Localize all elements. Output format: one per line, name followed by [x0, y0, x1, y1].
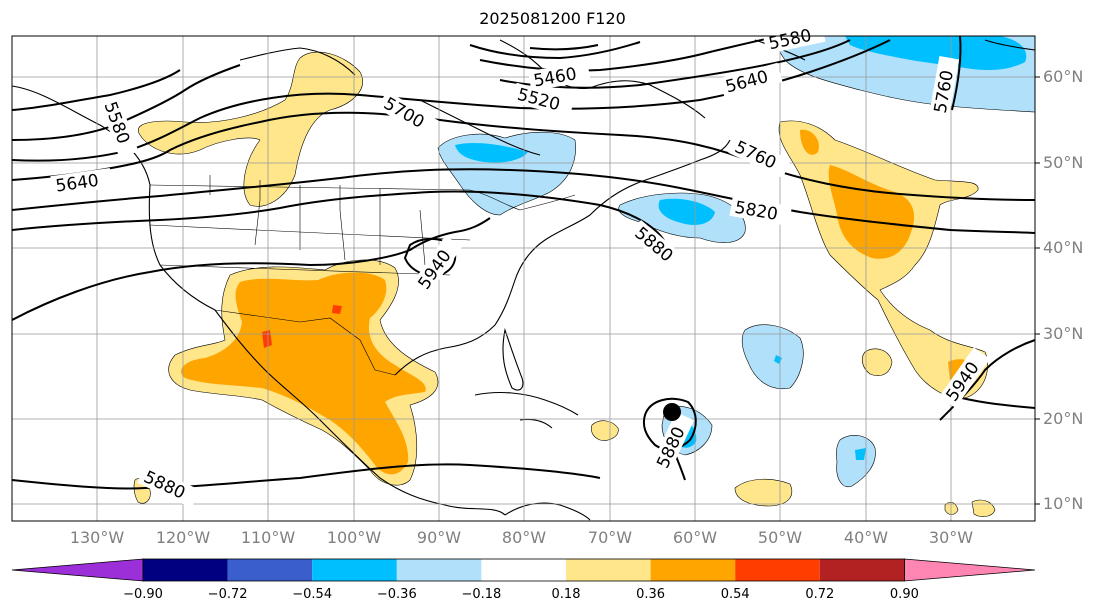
lat-label: 60°N: [1043, 67, 1084, 86]
colorbar-tick-label: −0.36: [376, 587, 417, 602]
map-title: 2025081200 F120: [479, 9, 626, 28]
strong-positive-anomaly-region: [800, 129, 819, 155]
lon-label: 30°W: [928, 528, 974, 547]
strong-negative-anomaly-region: [455, 142, 528, 163]
lon-label: 90°W: [416, 528, 462, 547]
colorbar-extend-low: [11, 558, 144, 582]
colorbar-segment: [396, 559, 482, 581]
colorbar-tick-label: −0.18: [461, 587, 502, 602]
lon-label: 120°W: [155, 528, 211, 547]
positive-anomaly-region: [590, 420, 619, 441]
contour-5520: [469, 41, 641, 60]
colorbar: [11, 558, 1036, 582]
contour-5460: [529, 44, 599, 51]
colorbar-extend-high: [904, 558, 1036, 582]
contour-5640: [11, 39, 851, 141]
lat-label: 50°N: [1043, 153, 1084, 172]
contour-5760-east: [951, 35, 962, 111]
positive-anomaly-region: [861, 348, 893, 376]
colorbar-tick-label: −0.54: [292, 587, 333, 602]
colorbar-tick-label: −0.72: [207, 587, 248, 602]
lat-label: 40°N: [1043, 238, 1084, 257]
strong-negative-anomaly-region: [855, 448, 866, 460]
map-frame: [11, 35, 1036, 522]
colorbar-tick-label: 0.54: [720, 587, 750, 602]
contour-5880-mid: [11, 190, 676, 273]
colorbar-tick-label: 0.90: [889, 587, 919, 602]
colorbar-segment: [143, 559, 228, 581]
contour-5580: [11, 35, 781, 111]
lon-label: 60°W: [672, 528, 718, 547]
strong-negative-anomaly-region: [845, 36, 1027, 70]
contour-5940-west: [11, 217, 491, 321]
contour-5760: [11, 111, 1036, 201]
colorbar-segment: [819, 559, 905, 581]
lat-label: 10°N: [1043, 494, 1084, 513]
colorbar-tick-label: 0.72: [805, 587, 835, 602]
lon-label: 80°W: [501, 528, 547, 547]
colorbar-tick-label: 0.18: [551, 587, 581, 602]
colorbar-tick-label: −0.90: [123, 587, 163, 602]
height-contours: [11, 35, 1036, 490]
lon-label: 50°W: [757, 528, 803, 547]
high-positive-anomaly-spot: [262, 330, 272, 348]
contour-5820: [11, 168, 1036, 234]
contour-storm-ring: [642, 397, 697, 451]
country-borders: [149, 175, 576, 376]
lon-label: 100°W: [326, 528, 382, 547]
lon-label: 110°W: [240, 528, 296, 547]
lat-label: 30°N: [1043, 324, 1084, 343]
colorbar-segment: [735, 559, 820, 581]
positive-anomaly-region: [137, 51, 363, 207]
lat-label: 20°N: [1043, 409, 1084, 428]
colorbar-segment: [227, 559, 313, 581]
contour-5940-lake: [403, 237, 457, 277]
colorbar-segment: [312, 559, 397, 581]
colorbar-segment: [481, 559, 566, 581]
positive-anomaly-region: [944, 501, 959, 515]
colorbar-segment: [566, 559, 651, 581]
negative-anomaly-region: [741, 324, 804, 390]
strong-positive-anomaly-region: [181, 272, 426, 475]
lon-label: 40°W: [843, 528, 889, 547]
lon-label: 70°W: [587, 528, 633, 547]
positive-anomaly-region: [734, 478, 793, 507]
contour-5700: [11, 39, 891, 162]
strong-negative-anomaly-region: [658, 198, 715, 225]
colorbar-tick-label: 0.36: [636, 587, 666, 602]
storm-center-marker: [663, 403, 681, 421]
colorbar-segment: [650, 559, 736, 581]
lon-label: 130°W: [69, 528, 125, 547]
high-positive-anomaly-spot: [332, 305, 342, 314]
contour-5880-south: [11, 463, 601, 490]
